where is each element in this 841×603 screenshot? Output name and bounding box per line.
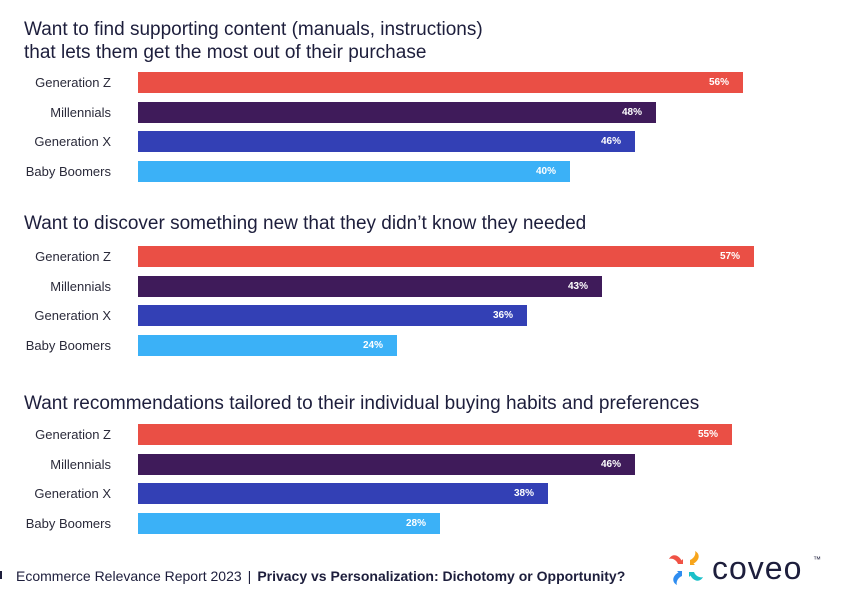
bar-row: Baby Boomers 40% (0, 161, 841, 182)
bar-category-label: Generation Z (35, 75, 111, 90)
bar-category-label: Baby Boomers (25, 338, 111, 353)
bar-row: Baby Boomers 28% (0, 513, 841, 534)
brand-trademark: ™ (813, 555, 821, 564)
bar: 43% (138, 276, 602, 297)
bar: 55% (138, 424, 732, 445)
bar: 28% (138, 513, 440, 534)
bar-row: Generation X 36% (0, 305, 841, 326)
bar-value-label: 24% (362, 340, 383, 351)
bar: 46% (138, 454, 635, 475)
bar-row: Generation Z 57% (0, 246, 841, 267)
bar: 24% (138, 335, 397, 356)
coveo-logo-icon (669, 551, 703, 585)
bar: 38% (138, 483, 548, 504)
chart-title: Want to find supporting content (manuals… (24, 19, 483, 40)
footer-report: Ecommerce Relevance Report 2023 (16, 568, 242, 584)
bar: 46% (138, 131, 635, 152)
bar-category-label: Generation Z (35, 249, 111, 264)
footer-subtitle: Privacy vs Personalization: Dichotomy or… (257, 568, 626, 584)
bar-row: Generation Z 56% (0, 72, 841, 93)
footer-separator: | (247, 568, 252, 584)
bar-category-label: Baby Boomers (25, 164, 111, 179)
bar-category-label: Millennials (50, 105, 111, 120)
bar-row: Millennials 46% (0, 454, 841, 475)
bar-value-label: 36% (492, 310, 513, 321)
bar-category-label: Generation X (34, 486, 111, 501)
bar-row: Baby Boomers 24% (0, 335, 841, 356)
bar: 48% (138, 102, 656, 123)
footer: Ecommerce Relevance Report 2023 | Privacy … (16, 566, 625, 586)
bar-value-label: 56% (708, 77, 729, 88)
bar-row: Generation Z 55% (0, 424, 841, 445)
bar-row: Generation X 46% (0, 131, 841, 152)
bar-value-label: 43% (567, 281, 588, 292)
bar-row: Generation X 38% (0, 483, 841, 504)
bar-category-label: Millennials (50, 457, 111, 472)
chart-title: Want to discover something new that they… (24, 213, 587, 234)
bar-category-label: Baby Boomers (25, 516, 111, 531)
bar: 36% (138, 305, 527, 326)
bar-value-label: 46% (600, 136, 621, 147)
bar: 40% (138, 161, 570, 182)
chart-title: that lets them get the most out of their… (24, 42, 427, 63)
bar-category-label: Generation Z (35, 427, 111, 442)
bar-category-label: Generation X (34, 308, 111, 323)
brand-name: coveo (712, 550, 803, 586)
bar: 56% (138, 72, 743, 93)
bar-value-label: 40% (535, 166, 556, 177)
bar: 57% (138, 246, 754, 267)
bar-category-label: Millennials (50, 279, 111, 294)
bar-row: Millennials 48% (0, 102, 841, 123)
page-marker (0, 571, 2, 579)
bar-row: Millennials 43% (0, 276, 841, 297)
bar-value-label: 28% (405, 518, 426, 529)
bar-value-label: 55% (697, 429, 718, 440)
chart-title: Want recommendations tailored to their i… (24, 393, 700, 414)
bar-value-label: 48% (621, 107, 642, 118)
bar-category-label: Generation X (34, 134, 111, 149)
bar-value-label: 38% (513, 488, 534, 499)
bar-value-label: 57% (719, 251, 740, 262)
bar-value-label: 46% (600, 459, 621, 470)
